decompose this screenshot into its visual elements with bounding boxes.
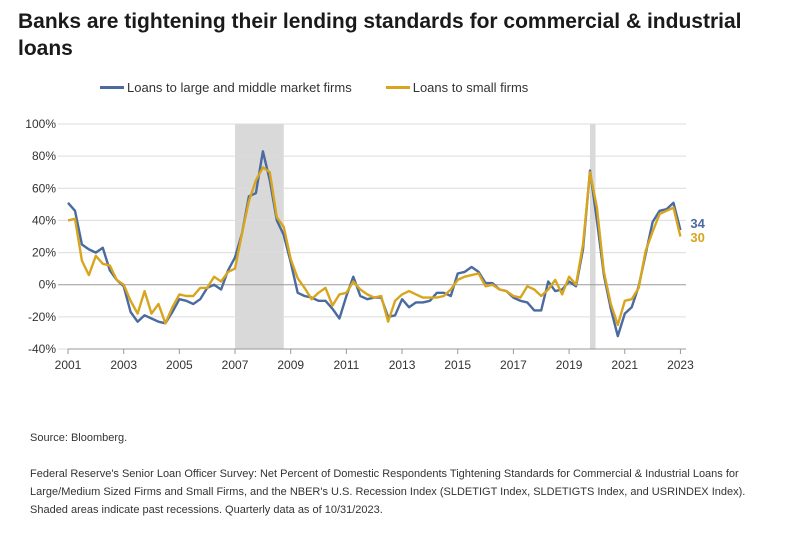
- legend-swatch-small-firms: [385, 86, 410, 89]
- series-end-label-0: 34: [690, 216, 705, 231]
- recession-bands: [235, 124, 596, 349]
- chart-legend: Loans to large and middle market firms L…: [100, 80, 562, 95]
- x-tick-label: 2009: [277, 358, 304, 372]
- x-tick-label: 2019: [556, 358, 583, 372]
- recession-band-1: [589, 124, 596, 349]
- y-tick-label: 80%: [32, 149, 56, 163]
- y-tick-label: -40%: [28, 342, 56, 356]
- source-note: Source: Bloomberg.: [30, 432, 128, 444]
- y-tick-label: 0%: [39, 278, 57, 292]
- y-axis-ticks: -40% -20% 0% 20% 40% 60% 80% 100%: [25, 117, 56, 356]
- y-tick-label: 40%: [32, 213, 56, 227]
- x-tick-label: 2023: [667, 358, 694, 372]
- x-tick-label: 2017: [500, 358, 527, 372]
- x-tick-label: 2003: [110, 358, 137, 372]
- legend-item-small-firms: Loans to small firms: [385, 80, 529, 95]
- x-tick-label: 2011: [333, 358, 359, 372]
- y-tick-label: 100%: [25, 117, 56, 131]
- legend-label-small-firms: Loans to small firms: [412, 80, 529, 95]
- series-end-label-1: 30: [690, 230, 704, 245]
- recession-band-0: [235, 124, 284, 349]
- legend-swatch-large-firms: [100, 86, 124, 89]
- x-axis-ticks: 2001 2003 2005 2007 2009 2011 2013 2015 2017 2019…: [55, 348, 694, 372]
- x-tick-label: 2001: [55, 358, 82, 372]
- y-tick-label: 60%: [32, 181, 56, 195]
- methodology-note: Federal Reserve's Senior Loan Officer Su…: [30, 468, 746, 516]
- x-tick-label: 2021: [611, 358, 638, 372]
- x-tick-label: 2013: [389, 358, 416, 372]
- x-tick-label: 2015: [444, 358, 471, 372]
- legend-item-large-firms: Loans to large and middle market firms: [100, 80, 352, 95]
- chart-title: Banks are tightening their lending stand…: [18, 10, 742, 60]
- series-line-1: [67, 166, 682, 327]
- legend-label-large-firms: Loans to large and middle market firms: [127, 80, 352, 95]
- series-lines: [67, 150, 682, 338]
- y-tick-label: 20%: [32, 246, 56, 260]
- y-tick-label: -20%: [28, 310, 56, 324]
- x-tick-label: 2005: [166, 358, 193, 372]
- x-tick-label: 2007: [222, 358, 249, 372]
